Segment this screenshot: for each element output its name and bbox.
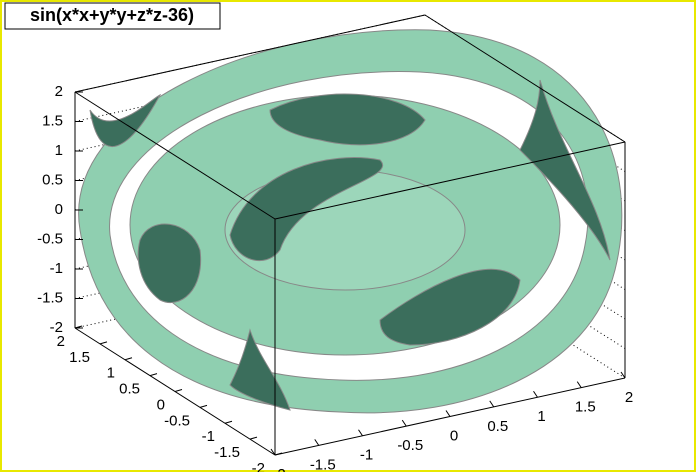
y-tick (174, 389, 183, 392)
x-tick-label: 0.5 (487, 418, 508, 435)
y-tick (274, 452, 283, 456)
x-tick-label: -1.5 (310, 456, 336, 472)
dark-patch (137, 223, 202, 303)
title-box (4, 2, 221, 30)
y-tick-label: 1.5 (69, 349, 90, 366)
x-tick (358, 429, 363, 437)
y-tick (74, 325, 83, 329)
x-tick (533, 390, 538, 398)
z-tick-label: 0 (55, 201, 63, 218)
x-tick (489, 400, 495, 408)
y-tick-label: -2 (252, 460, 265, 472)
x-tick (445, 410, 451, 417)
y-tick-label: -0.5 (164, 412, 190, 429)
z-tick-label: -0.5 (37, 230, 63, 247)
y-tick (99, 341, 108, 345)
dark-patch (269, 93, 426, 146)
x-tick-label: -1 (360, 447, 373, 464)
box-edge (74, 91, 276, 220)
z-tick-label: -1.5 (37, 289, 63, 306)
y-tick-label: -1.5 (214, 444, 240, 461)
dark-patch (229, 157, 384, 262)
y-tick-label: 2 (57, 333, 65, 350)
y-tick (149, 373, 158, 377)
dark-patch (379, 269, 521, 346)
z-tick-label: 2 (55, 83, 63, 100)
x-tick (401, 419, 407, 427)
box-edge (74, 14, 426, 93)
box-edge (424, 14, 626, 143)
x-tick-label: 2 (625, 389, 633, 406)
y-tick-label: 1 (107, 365, 115, 382)
y-tick (224, 420, 233, 424)
x-tick (576, 381, 582, 388)
y-tick-label: 0 (157, 396, 165, 413)
z-tick-label: 1.5 (42, 112, 63, 129)
y-tick (199, 404, 208, 408)
dark-patch (89, 93, 162, 147)
y-tick-label: 0.5 (119, 381, 140, 398)
x-tick (620, 371, 626, 379)
surface (78, 29, 623, 414)
x-tick-label: 1.5 (575, 399, 596, 416)
x-tick (270, 448, 276, 456)
box-edge (274, 141, 626, 220)
x-tick-label: 1 (537, 408, 545, 425)
x-tick-label: -0.5 (397, 437, 423, 454)
y-tick (249, 436, 258, 440)
z-tick-label: 0.5 (42, 171, 63, 188)
dark-patch (519, 79, 611, 261)
chart-title: sin(x*x+y*y+z*z-36) (30, 5, 194, 25)
z-tick-label: 1 (55, 142, 63, 159)
z-tick-label: -2 (50, 319, 63, 336)
z-tick-label: -1 (50, 260, 63, 277)
x-tick-label: 0 (450, 427, 458, 444)
y-tick-label: -1 (202, 428, 215, 445)
x-tick (314, 439, 320, 446)
x-tick-label: -2 (272, 466, 285, 472)
y-tick (124, 357, 133, 361)
